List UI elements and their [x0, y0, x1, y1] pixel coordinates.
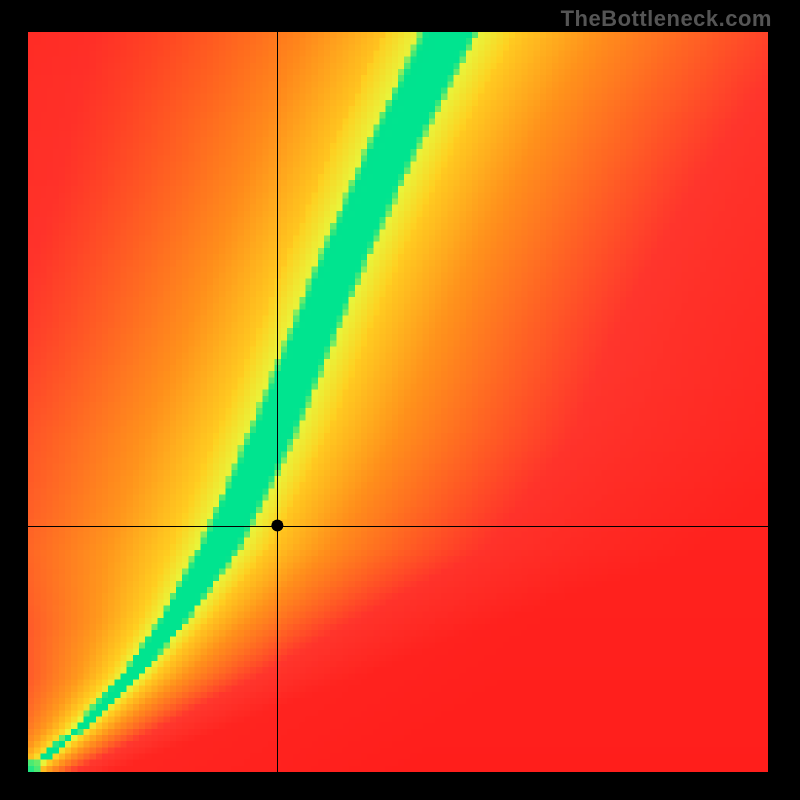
watermark-text: TheBottleneck.com	[561, 6, 772, 32]
chart-container: TheBottleneck.com	[0, 0, 800, 800]
crosshair-overlay	[28, 32, 768, 772]
